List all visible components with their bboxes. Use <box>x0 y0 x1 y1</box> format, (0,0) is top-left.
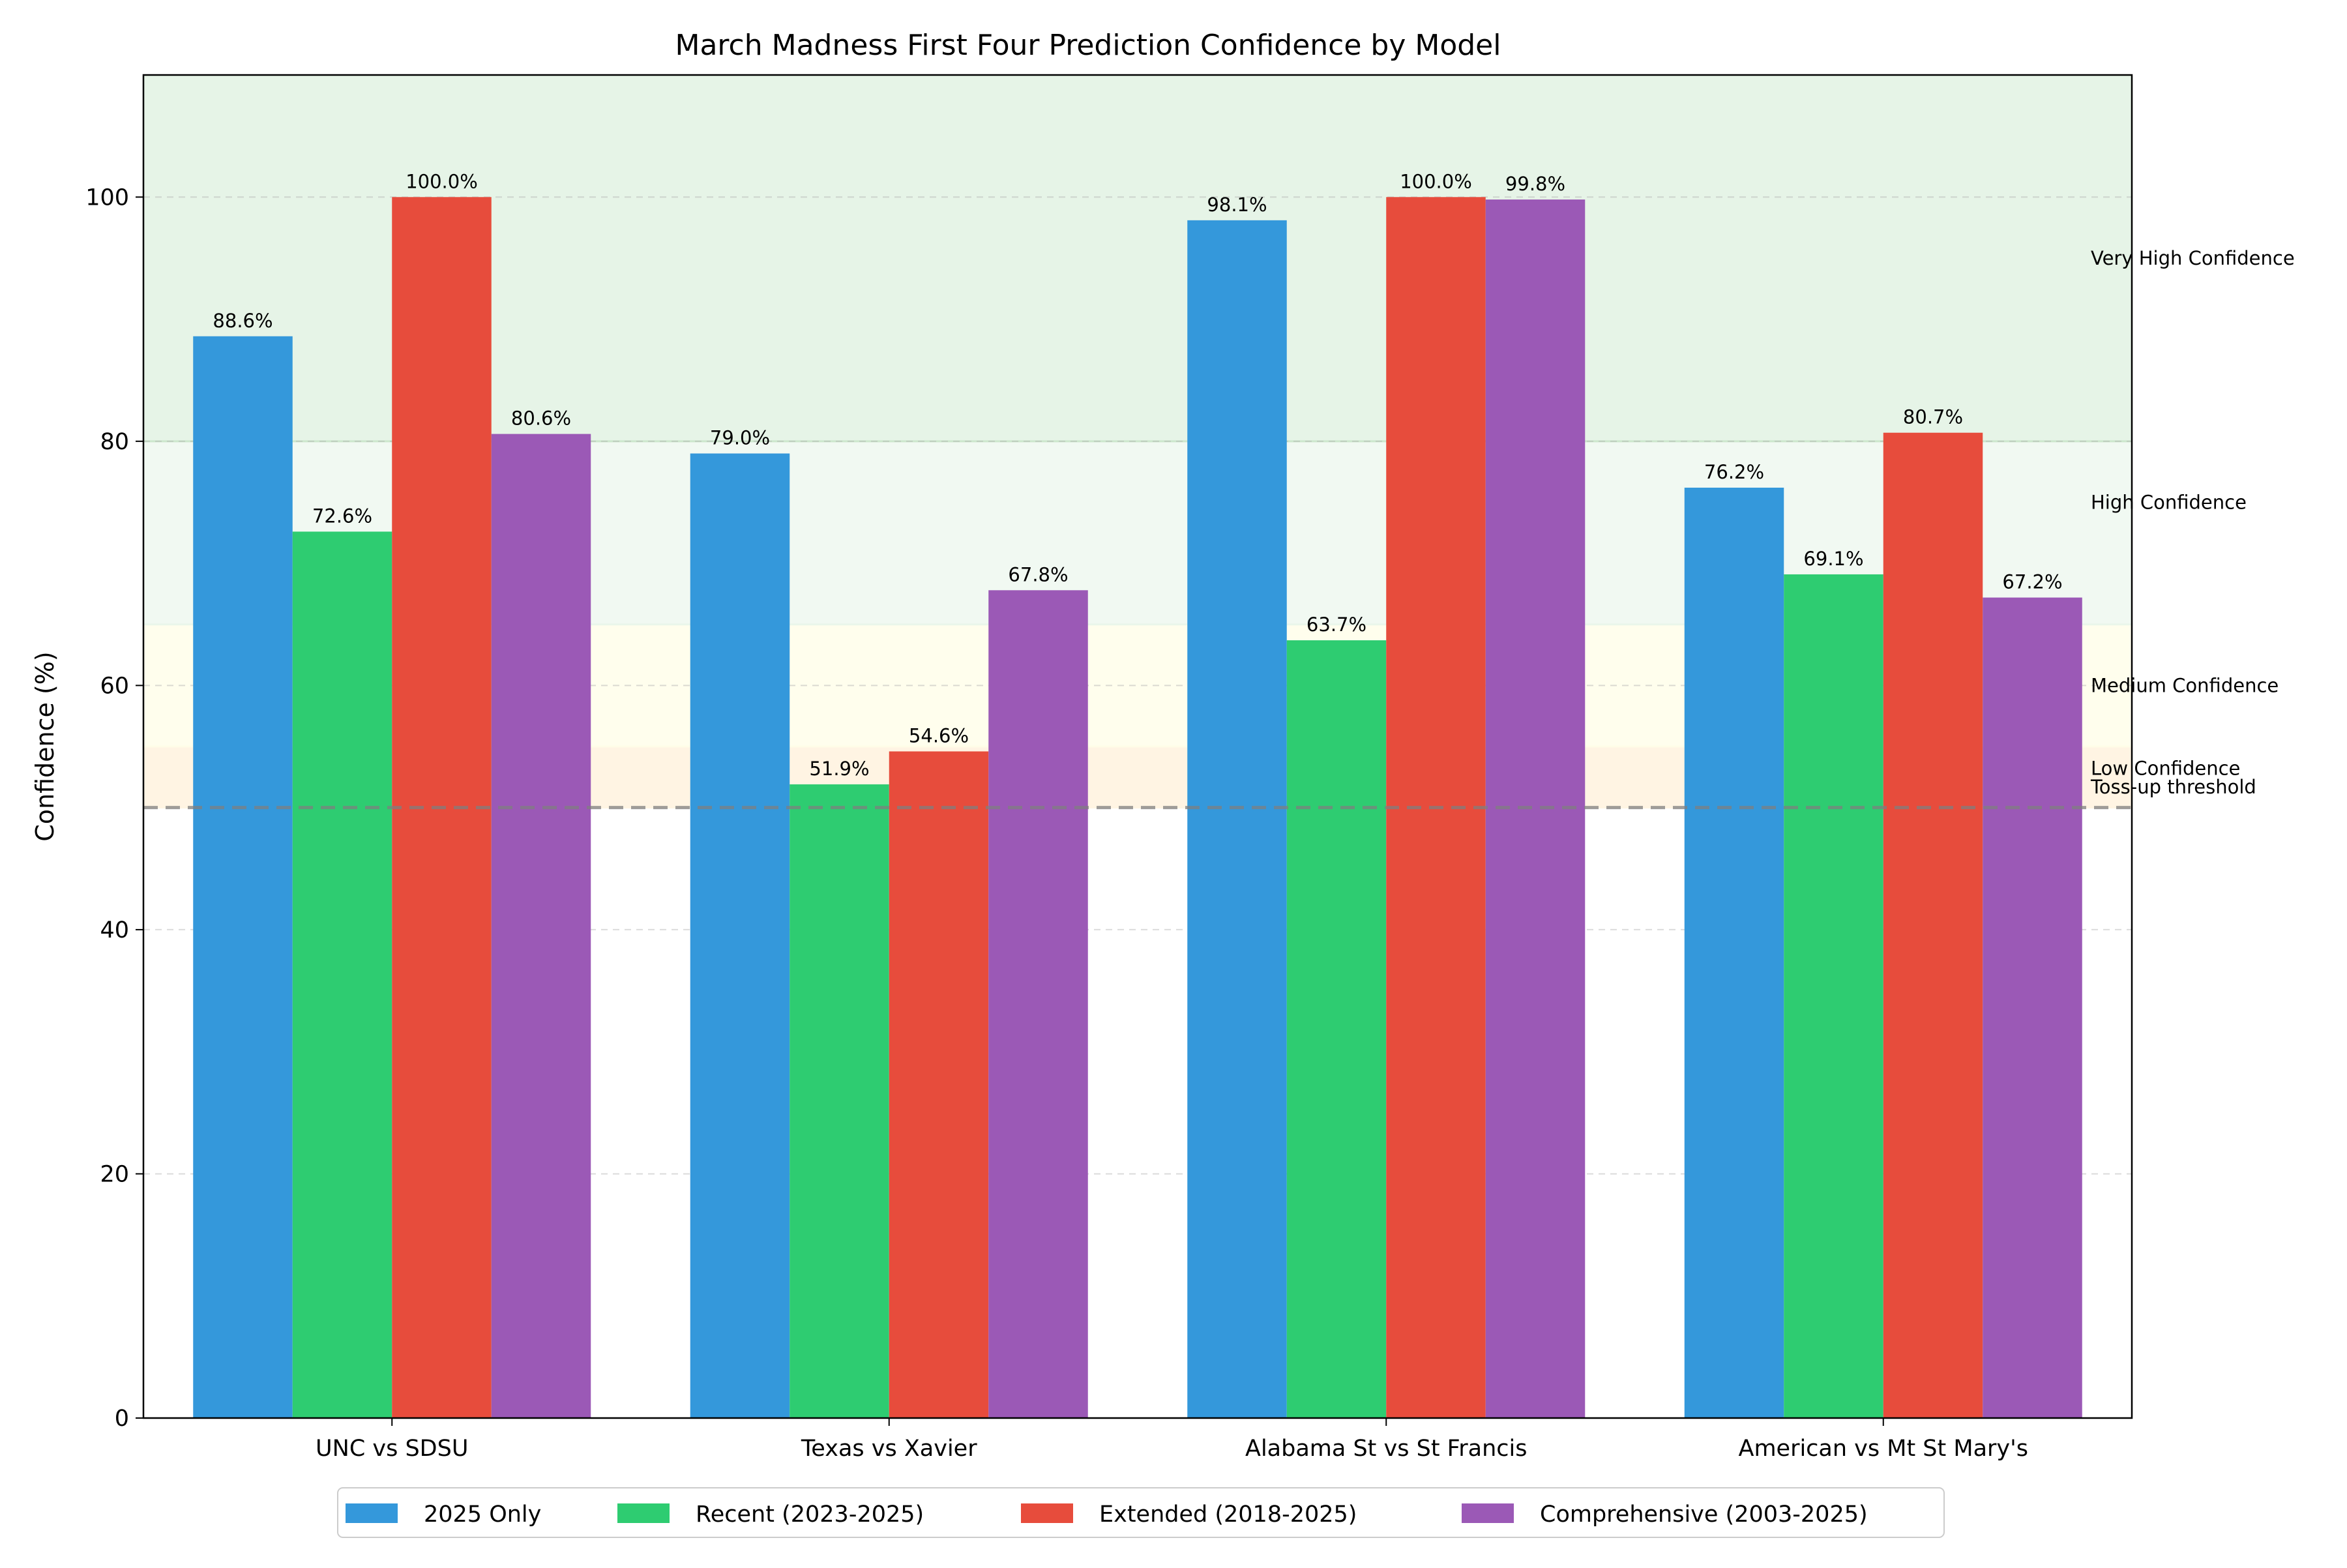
bar-value-label: 100.0% <box>406 170 478 192</box>
x-tick-label: Alabama St vs St Francis <box>1245 1436 1527 1462</box>
y-tick-label: 0 <box>115 1406 129 1432</box>
bar-value-label: 79.0% <box>710 427 770 449</box>
band-label: Low Confidence <box>2091 758 2240 780</box>
bar <box>889 751 989 1418</box>
bar <box>1784 574 1883 1418</box>
bar-value-label: 98.1% <box>1207 194 1267 216</box>
x-tick-label: Texas vs Xavier <box>801 1436 977 1462</box>
bar <box>1187 220 1287 1419</box>
bar-value-label: 51.9% <box>809 758 869 780</box>
bar-value-label: 80.6% <box>511 407 571 430</box>
x-tick-label: American vs Mt St Mary's <box>1739 1436 2028 1462</box>
legend-box <box>337 1487 1945 1538</box>
band-label: High Confidence <box>2091 491 2247 513</box>
bar <box>491 434 591 1419</box>
bar-value-label: 72.6% <box>312 505 372 527</box>
band-label: Medium Confidence <box>2091 674 2279 696</box>
legend-swatch <box>346 1503 398 1523</box>
bar-value-label: 63.7% <box>1306 614 1366 636</box>
y-tick-label: 40 <box>100 917 129 943</box>
legend-label: Extended (2018-2025) <box>1099 1501 1357 1528</box>
chart-title: March Madness First Four Prediction Conf… <box>675 29 1501 62</box>
bar <box>1286 640 1387 1418</box>
bar-value-label: 69.1% <box>1803 548 1863 570</box>
y-tick-label: 80 <box>100 429 129 455</box>
bar <box>1684 487 1784 1418</box>
bar <box>292 531 392 1418</box>
bar-value-label: 54.6% <box>909 724 969 747</box>
threshold-label: Toss-up threshold <box>2090 776 2256 798</box>
bar-value-label: 76.2% <box>1704 461 1764 483</box>
bar-value-label: 80.7% <box>1903 406 1963 428</box>
bar-value-label: 67.8% <box>1008 563 1068 585</box>
y-tick-label: 60 <box>100 673 129 699</box>
y-tick-label: 20 <box>100 1161 129 1187</box>
bar <box>790 784 889 1418</box>
legend-swatch <box>617 1503 670 1523</box>
y-tick-label: 100 <box>85 185 129 211</box>
y-axis-label: Confidence (%) <box>31 651 59 842</box>
legend-swatch <box>1462 1503 1514 1523</box>
plot-frame <box>142 74 2133 1419</box>
legend-swatch <box>1021 1503 1073 1523</box>
bar-value-label: 67.2% <box>2002 571 2062 593</box>
bar-value-label: 99.8% <box>1505 173 1565 195</box>
bar-value-label: 88.6% <box>213 310 273 332</box>
legend-label: 2025 Only <box>424 1501 541 1528</box>
legend-label: Recent (2023-2025) <box>696 1501 924 1528</box>
bar <box>193 336 293 1418</box>
bar <box>1883 432 1983 1418</box>
legend-label: Comprehensive (2003-2025) <box>1540 1501 1868 1528</box>
bar-value-label: 100.0% <box>1400 170 1472 192</box>
x-tick-label: UNC vs SDSU <box>316 1436 468 1462</box>
band-label: Very High Confidence <box>2091 247 2295 269</box>
bar <box>988 590 1088 1418</box>
bar <box>1983 597 2082 1418</box>
bar <box>690 453 790 1419</box>
